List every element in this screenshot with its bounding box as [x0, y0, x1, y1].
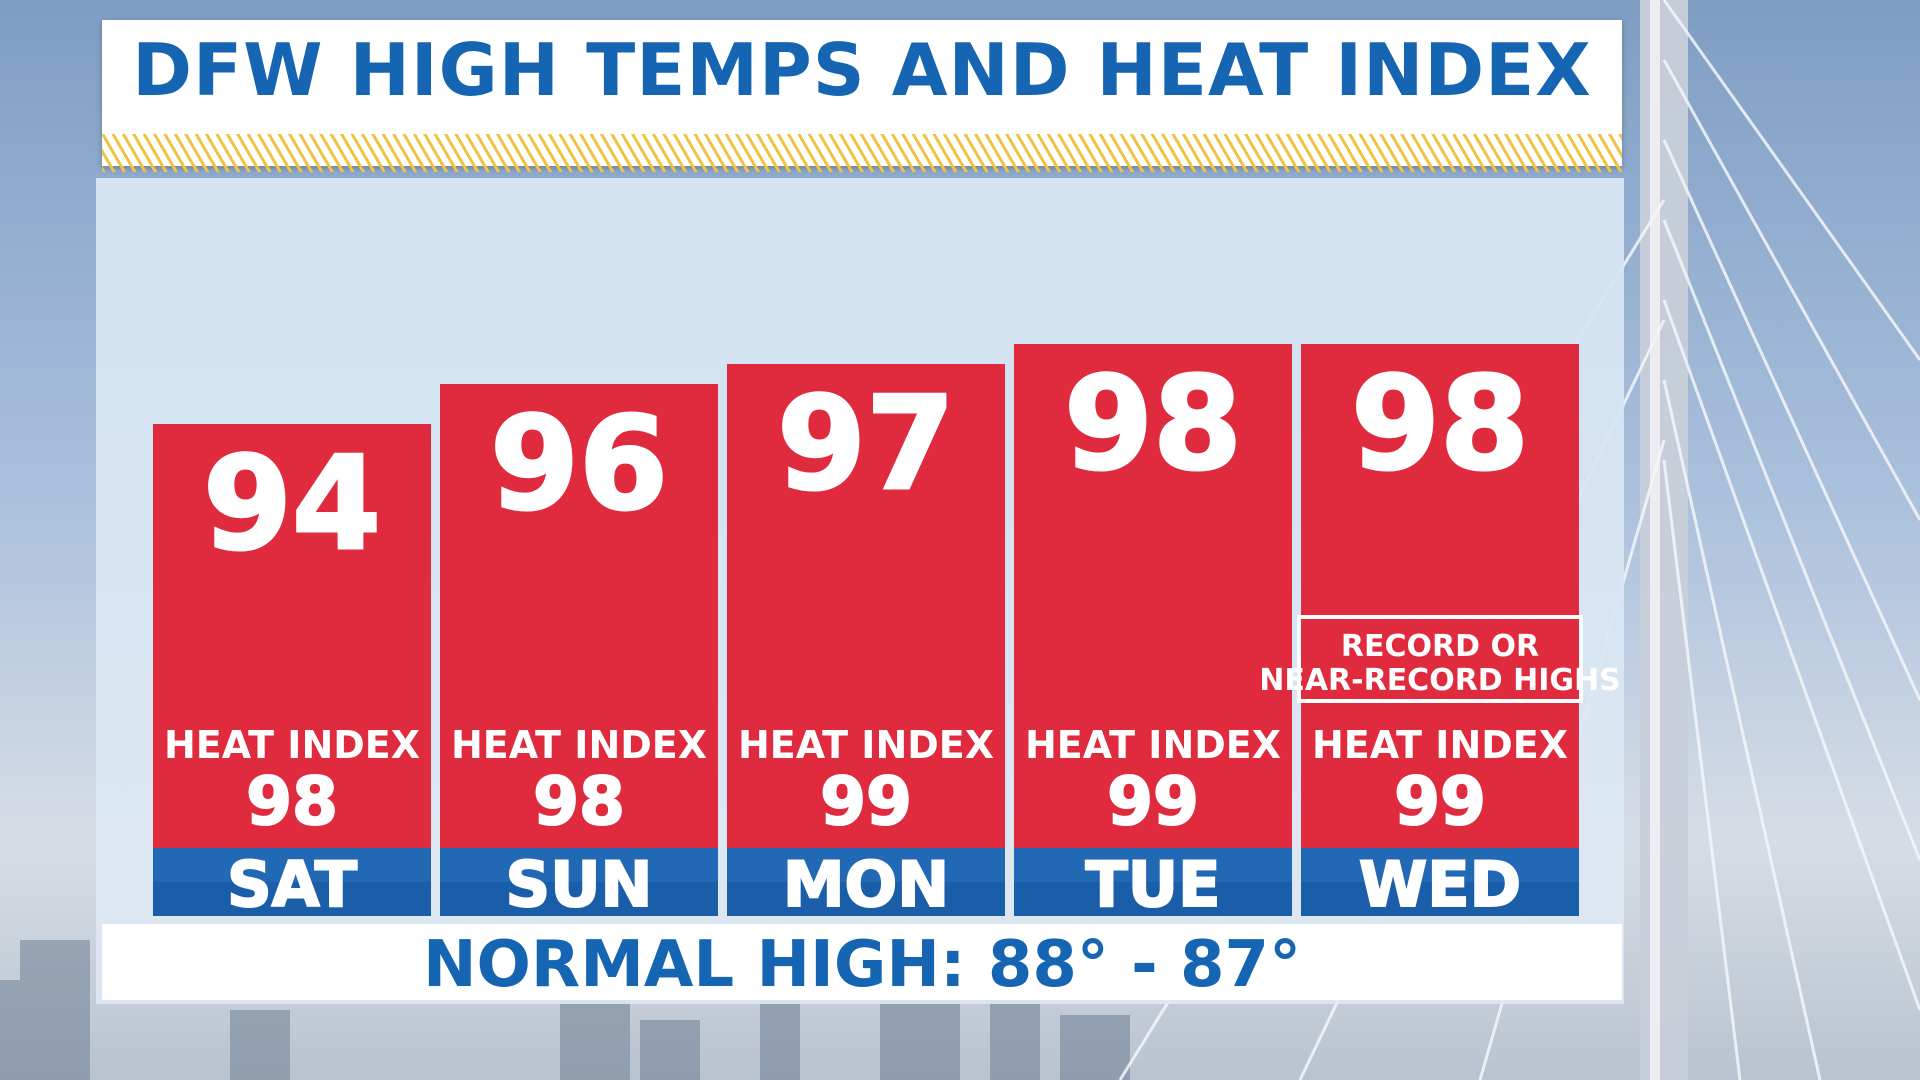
heat-index-caption-mon: HEAT INDEX: [738, 723, 994, 767]
heat-index-value-sun: 98: [533, 763, 625, 840]
footer-banner: NORMAL HIGH: 88° - 87°: [102, 924, 1622, 1002]
bar-wed: [1301, 344, 1579, 848]
bar-sun: [440, 384, 718, 848]
normal-high-text: NORMAL HIGH: 88° - 87°: [422, 928, 1302, 1002]
heat-index-caption-tue: HEAT INDEX: [1025, 723, 1281, 767]
bar-sat: [153, 424, 431, 848]
bar-mon: [727, 364, 1005, 848]
day-band-highlight-mon: [727, 848, 1005, 882]
record-highs-box: [1297, 615, 1583, 703]
day-label-sun: SUN: [506, 848, 653, 921]
heat-index-value-wed: 99: [1394, 763, 1486, 840]
bar-tue: [1014, 344, 1292, 848]
high-temp-label-sun: 96: [490, 390, 668, 539]
chart-title: DFW HIGH TEMPS AND HEAT INDEX: [132, 28, 1592, 112]
heat-index-caption-wed: HEAT INDEX: [1312, 723, 1568, 767]
day-band-highlight-sat: [153, 848, 431, 882]
record-highs-text-line2: NEAR-RECORD HIGHS: [1259, 663, 1621, 698]
high-temp-label-wed: 98: [1351, 350, 1529, 499]
heat-index-value-mon: 99: [820, 763, 912, 840]
heat-index-value-tue: 99: [1107, 763, 1199, 840]
high-temp-label-sat: 94: [203, 430, 381, 579]
day-label-mon: MON: [783, 848, 949, 921]
day-band-highlight-wed: [1301, 848, 1579, 882]
day-label-wed: WED: [1359, 848, 1521, 921]
heat-index-value-sat: 98: [246, 763, 338, 840]
day-label-sat: SAT: [227, 848, 357, 921]
title-stripe-decoration: [102, 134, 1622, 172]
record-highs-text-line1: RECORD OR: [1341, 629, 1539, 664]
high-temp-label-mon: 97: [777, 370, 955, 519]
day-band-highlight-tue: [1014, 848, 1292, 882]
high-temp-label-tue: 98: [1064, 350, 1242, 499]
heat-index-caption-sat: HEAT INDEX: [164, 723, 420, 767]
day-label-tue: TUE: [1086, 848, 1221, 921]
heat-index-caption-sun: HEAT INDEX: [451, 723, 707, 767]
title-banner: DFW HIGH TEMPS AND HEAT INDEX: [102, 20, 1622, 172]
day-band-highlight-sun: [440, 848, 718, 882]
